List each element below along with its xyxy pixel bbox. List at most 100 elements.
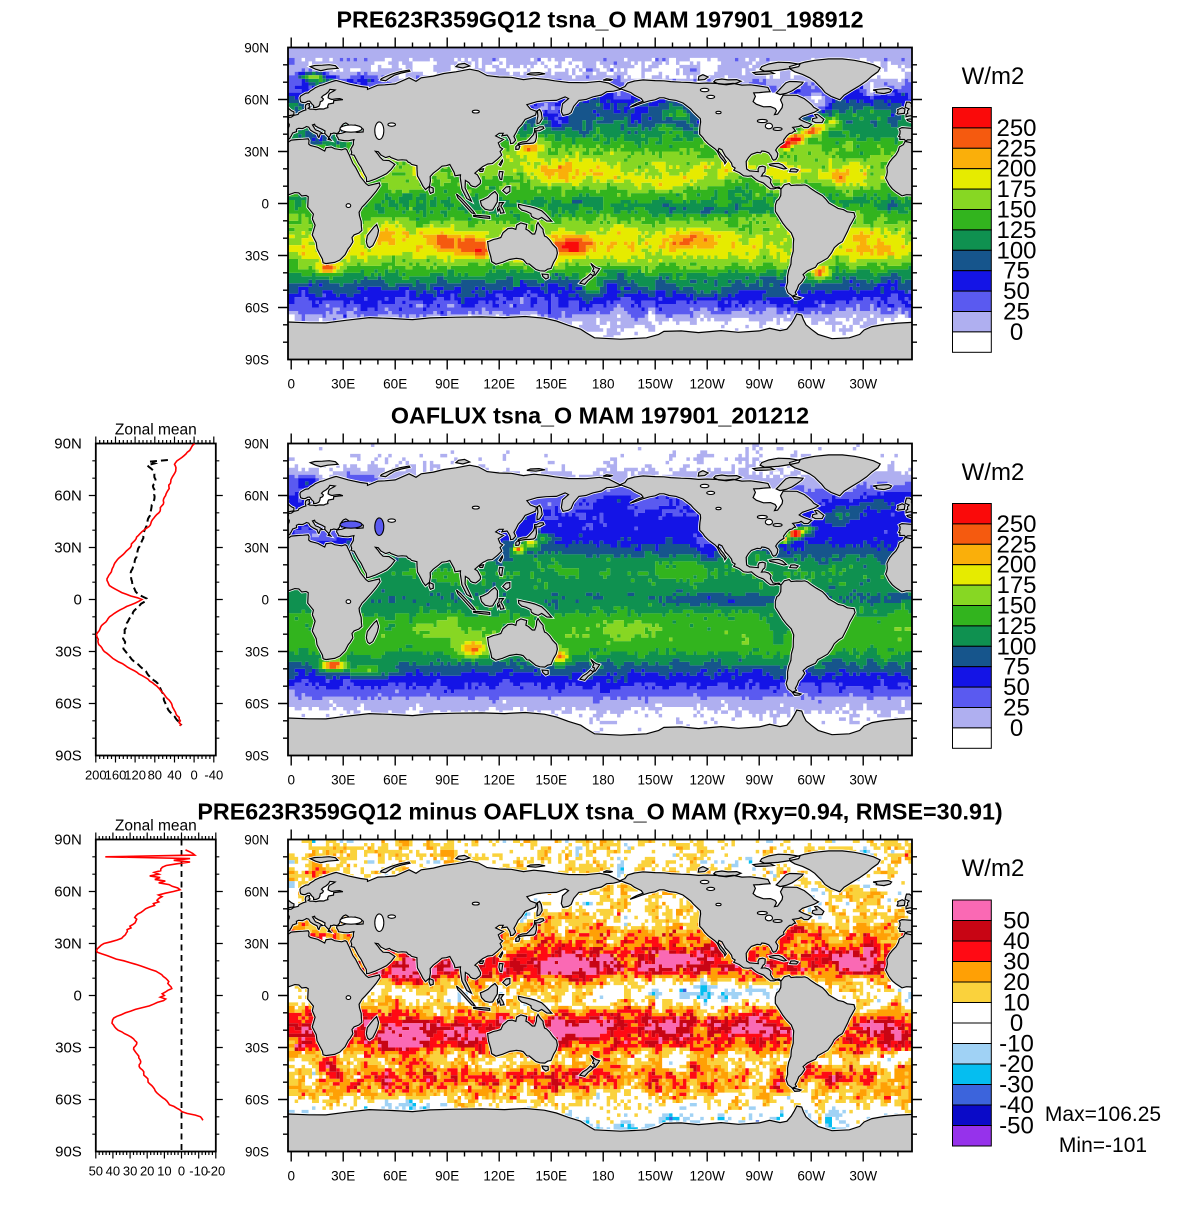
svg-text:60S: 60S — [245, 300, 269, 315]
svg-text:180: 180 — [592, 1169, 615, 1184]
svg-text:0: 0 — [1010, 319, 1023, 346]
svg-text:0: 0 — [178, 1164, 185, 1179]
svg-text:0: 0 — [1010, 1010, 1023, 1037]
svg-text:-10: -10 — [999, 1031, 1034, 1058]
svg-text:200: 200 — [85, 768, 107, 783]
svg-text:30N: 30N — [244, 540, 269, 555]
svg-text:90E: 90E — [435, 377, 459, 392]
svg-text:120: 120 — [124, 768, 146, 783]
svg-text:175: 175 — [996, 572, 1036, 599]
svg-text:60E: 60E — [383, 1169, 407, 1184]
svg-text:0: 0 — [287, 773, 295, 788]
svg-text:60E: 60E — [383, 773, 407, 788]
svg-text:60S: 60S — [245, 696, 269, 711]
svg-text:30S: 30S — [245, 248, 269, 263]
svg-text:180: 180 — [592, 377, 615, 392]
svg-text:-40: -40 — [999, 1092, 1034, 1119]
svg-text:150E: 150E — [535, 377, 567, 392]
svg-text:120E: 120E — [483, 773, 515, 788]
svg-text:30W: 30W — [849, 377, 877, 392]
svg-text:0: 0 — [287, 1169, 295, 1184]
svg-text:30: 30 — [1003, 949, 1030, 976]
svg-text:100: 100 — [996, 237, 1036, 264]
svg-text:50: 50 — [1003, 908, 1030, 935]
svg-text:150E: 150E — [535, 773, 567, 788]
svg-text:60W: 60W — [797, 1169, 825, 1184]
svg-text:150E: 150E — [535, 1169, 567, 1184]
svg-text:80: 80 — [148, 768, 162, 783]
svg-text:120E: 120E — [483, 1169, 515, 1184]
svg-text:25: 25 — [1003, 695, 1030, 722]
svg-text:125: 125 — [996, 613, 1036, 640]
svg-text:100: 100 — [996, 633, 1036, 660]
svg-text:90S: 90S — [55, 1144, 82, 1161]
svg-text:120W: 120W — [690, 773, 726, 788]
svg-text:75: 75 — [1003, 654, 1030, 681]
svg-text:W/m2: W/m2 — [962, 63, 1025, 90]
svg-text:90N: 90N — [244, 40, 269, 55]
svg-text:-20: -20 — [999, 1051, 1034, 1078]
svg-text:90N: 90N — [54, 832, 82, 849]
svg-text:W/m2: W/m2 — [962, 459, 1025, 486]
svg-text:40: 40 — [1003, 928, 1030, 955]
svg-text:30N: 30N — [244, 936, 269, 951]
svg-text:90S: 90S — [245, 748, 269, 763]
svg-text:0: 0 — [261, 196, 269, 211]
svg-text:30S: 30S — [245, 644, 269, 659]
svg-text:60S: 60S — [55, 1092, 82, 1109]
svg-text:60N: 60N — [54, 488, 82, 505]
svg-text:Zonal mean: Zonal mean — [115, 818, 197, 835]
svg-text:60N: 60N — [54, 884, 82, 901]
svg-text:250: 250 — [996, 511, 1036, 538]
svg-text:30S: 30S — [55, 644, 82, 661]
svg-text:60W: 60W — [797, 377, 825, 392]
svg-text:0: 0 — [1010, 715, 1023, 742]
svg-text:90E: 90E — [435, 1169, 459, 1184]
svg-text:150W: 150W — [638, 773, 674, 788]
svg-text:10: 10 — [157, 1164, 171, 1179]
svg-text:60N: 60N — [244, 488, 269, 503]
svg-text:0: 0 — [261, 592, 269, 607]
svg-text:30N: 30N — [54, 540, 82, 557]
svg-text:90S: 90S — [245, 352, 269, 367]
svg-text:50: 50 — [1003, 278, 1030, 305]
svg-text:-50: -50 — [999, 1113, 1034, 1140]
svg-text:120W: 120W — [690, 377, 726, 392]
svg-text:180: 180 — [592, 773, 615, 788]
svg-text:30E: 30E — [331, 377, 355, 392]
svg-text:175: 175 — [996, 176, 1036, 203]
svg-text:150W: 150W — [638, 1169, 674, 1184]
svg-text:PRE623R359GQ12 tsna_O MAM 1979: PRE623R359GQ12 tsna_O MAM 197901_198912 — [336, 7, 863, 33]
svg-text:30E: 30E — [331, 773, 355, 788]
svg-text:50: 50 — [1003, 674, 1030, 701]
svg-text:60W: 60W — [797, 773, 825, 788]
svg-text:30W: 30W — [849, 773, 877, 788]
svg-text:20: 20 — [1003, 969, 1030, 996]
svg-text:30S: 30S — [245, 1040, 269, 1055]
svg-text:Zonal mean: Zonal mean — [115, 422, 197, 439]
svg-text:30S: 30S — [55, 1040, 82, 1057]
svg-text:200: 200 — [996, 156, 1036, 183]
svg-text:60N: 60N — [244, 92, 269, 107]
svg-text:Max=106.25: Max=106.25 — [1045, 1103, 1161, 1126]
svg-text:PRE623R359GQ12 minus OAFLUX ts: PRE623R359GQ12 minus OAFLUX tsna_O MAM (… — [197, 799, 1002, 825]
svg-text:50: 50 — [89, 1164, 103, 1179]
svg-text:0: 0 — [261, 988, 269, 1003]
svg-text:150: 150 — [996, 197, 1036, 224]
svg-text:25: 25 — [1003, 299, 1030, 326]
svg-text:60S: 60S — [245, 1092, 269, 1107]
svg-text:OAFLUX tsna_O MAM 197901_20121: OAFLUX tsna_O MAM 197901_201212 — [391, 403, 809, 429]
svg-text:90W: 90W — [745, 377, 773, 392]
svg-text:10: 10 — [1003, 990, 1030, 1017]
svg-text:0: 0 — [287, 377, 295, 392]
svg-text:90S: 90S — [245, 1144, 269, 1159]
svg-text:90S: 90S — [55, 748, 82, 765]
svg-text:-40: -40 — [204, 768, 223, 783]
svg-text:90W: 90W — [745, 773, 773, 788]
svg-text:75: 75 — [1003, 258, 1030, 285]
svg-text:90N: 90N — [244, 832, 269, 847]
svg-text:30E: 30E — [331, 1169, 355, 1184]
svg-text:30N: 30N — [54, 936, 82, 953]
svg-text:150: 150 — [996, 593, 1036, 620]
svg-text:60E: 60E — [383, 377, 407, 392]
